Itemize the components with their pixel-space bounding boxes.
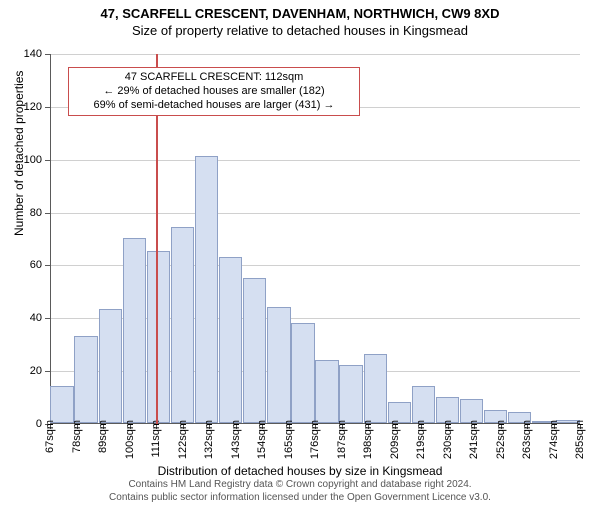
x-axis-title: Distribution of detached houses by size … [0, 464, 600, 478]
x-tick-label: 122sqm [177, 420, 189, 459]
y-tick [45, 371, 50, 372]
x-tick-label: 89sqm [97, 420, 109, 453]
source-attribution: Contains HM Land Registry data © Crown c… [0, 479, 600, 504]
histogram-bar [267, 307, 290, 423]
y-tick [45, 160, 50, 161]
histogram-bar [219, 257, 242, 424]
x-tick-label: 198sqm [362, 420, 374, 459]
x-tick-label: 143sqm [230, 420, 242, 459]
gridline [51, 54, 580, 55]
gridline [51, 160, 580, 161]
y-tick-label: 80 [30, 207, 42, 219]
y-tick [45, 54, 50, 55]
histogram-bar [291, 323, 314, 423]
x-tick-label: 187sqm [336, 420, 348, 459]
histogram-bar [412, 386, 435, 423]
x-tick-label: 274sqm [548, 420, 560, 459]
x-tick-label: 154sqm [256, 420, 268, 459]
histogram-bar [315, 360, 338, 423]
y-tick-label: 100 [24, 154, 42, 166]
y-tick [45, 213, 50, 214]
x-tick-label: 78sqm [71, 420, 83, 453]
page-subtitle: Size of property relative to detached ho… [0, 23, 600, 38]
info-box-line2: ← 29% of detached houses are smaller (18… [75, 85, 353, 99]
x-tick-label: 100sqm [124, 420, 136, 459]
y-tick-label: 60 [30, 259, 42, 271]
histogram-bar [339, 365, 362, 423]
x-tick-label: 67sqm [44, 420, 56, 453]
histogram-bar [99, 309, 122, 423]
info-box-line3: 69% of semi-detached houses are larger (… [75, 99, 353, 113]
x-tick-label: 165sqm [283, 420, 295, 459]
y-tick-label: 40 [30, 312, 42, 324]
page-title: 47, SCARFELL CRESCENT, DAVENHAM, NORTHWI… [0, 6, 600, 21]
y-axis-line [50, 54, 51, 424]
histogram-bar [74, 336, 97, 423]
info-box: 47 SCARFELL CRESCENT: 112sqm ← 29% of de… [68, 67, 360, 116]
histogram-bar [147, 251, 170, 423]
y-tick-label: 20 [30, 365, 42, 377]
source-line1: Contains HM Land Registry data © Crown c… [0, 479, 600, 492]
y-tick [45, 318, 50, 319]
x-tick-label: 176sqm [309, 420, 321, 459]
x-tick-label: 132sqm [203, 420, 215, 459]
x-tick-label: 263sqm [521, 420, 533, 459]
histogram-bar [171, 227, 194, 423]
histogram-bar [123, 238, 146, 423]
y-tick-label: 120 [24, 101, 42, 113]
x-tick-label: 230sqm [442, 420, 454, 459]
source-line2: Contains public sector information licen… [0, 492, 600, 505]
histogram-bar [195, 156, 218, 423]
x-tick-label: 209sqm [389, 420, 401, 459]
x-tick-label: 252sqm [495, 420, 507, 459]
info-box-line1: 47 SCARFELL CRESCENT: 112sqm [75, 71, 353, 85]
x-tick-label: 111sqm [150, 420, 162, 458]
y-tick-label: 0 [36, 418, 42, 430]
y-tick [45, 107, 50, 108]
x-tick-label: 285sqm [574, 420, 586, 459]
gridline [51, 213, 580, 214]
y-tick-label: 140 [24, 48, 42, 60]
histogram-bar [50, 386, 73, 423]
x-tick-label: 241sqm [468, 420, 480, 459]
y-tick [45, 265, 50, 266]
histogram-bar [364, 354, 387, 423]
histogram-bar [243, 278, 266, 423]
x-tick-label: 219sqm [415, 420, 427, 459]
